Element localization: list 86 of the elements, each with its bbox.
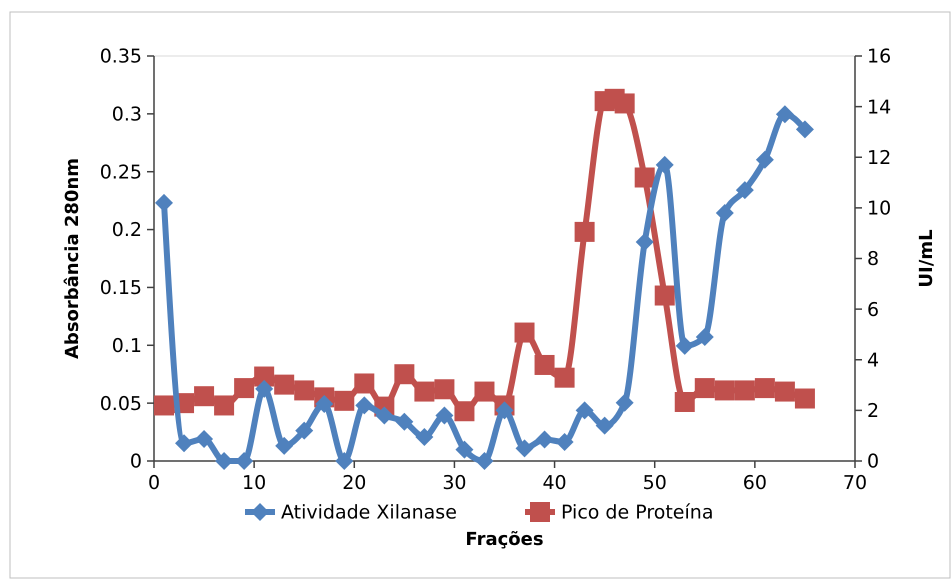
point [794,388,815,409]
point [375,406,394,424]
x-tick-label: 30 [442,472,467,494]
point [634,168,655,188]
y2-tick-label: 8 [867,248,880,270]
y-tick-label: 0 [130,450,142,473]
y2-tick-label: 14 [867,96,892,118]
y-tick-label: 0.2 [112,219,142,242]
point [756,150,774,169]
point [676,336,694,355]
x-tick-label: 70 [842,472,868,494]
y2-tick-label: 2 [867,400,880,422]
point [534,354,555,375]
point [194,386,214,406]
x-tick-label: 20 [342,472,366,494]
point [514,322,535,343]
point [295,422,314,440]
point [516,439,534,458]
legend-label: Atividade Xilanase [281,502,457,524]
point [716,204,734,222]
point [414,382,434,402]
x-axis-title: Frações [465,529,544,550]
point [776,105,794,124]
point [714,380,735,400]
point [574,222,595,242]
point [335,452,354,470]
point [354,373,374,394]
point [656,156,674,174]
point [294,380,314,400]
point [195,430,214,448]
point [736,181,754,200]
y-axis-title: Absorbância 280nm [62,158,83,360]
x-tick-label: 0 [148,472,160,494]
y-tick-label: 0.35 [100,46,142,68]
point [394,364,414,384]
x-tick-label: 60 [742,472,767,494]
point [774,382,795,402]
point [475,452,494,470]
point [614,93,635,114]
point [275,436,294,455]
point [696,328,714,346]
x-tick-label: 40 [542,472,567,494]
point [556,433,574,452]
y-tick-label: 0.15 [100,277,142,300]
point [255,380,274,398]
point [175,434,194,452]
point [754,378,775,398]
point [654,286,675,306]
point [334,390,354,411]
point [315,395,334,414]
point [214,395,234,416]
point [554,368,575,388]
point [616,394,634,412]
point [734,380,755,400]
legend-label: Pico de Proteína [561,502,714,524]
x-tick-label: 50 [642,472,667,494]
point [674,392,695,412]
point [576,401,594,420]
point [234,378,254,398]
y2-tick-label: 10 [867,198,892,220]
point [474,382,494,402]
y-tick-label: 0.05 [100,392,142,415]
y2-tick-label: 0 [867,450,880,473]
y2-tick-label: 4 [867,349,880,372]
point [435,406,454,424]
point [596,416,614,435]
point [355,396,374,414]
y2-axis-title: UI/mL [916,229,937,288]
point [636,233,654,252]
point [395,412,414,431]
point [455,440,474,459]
point [434,379,454,400]
point [796,120,814,138]
point [694,378,715,398]
y2-tick-label: 16 [867,46,892,68]
point [415,428,434,446]
point [274,374,294,395]
y2-tick-label: 12 [867,146,892,169]
y-tick-label: 0.1 [112,334,142,357]
y-tick-label: 0.3 [112,104,142,126]
point [154,395,174,416]
x-tick-label: 10 [242,472,266,494]
point [496,401,514,420]
point [454,401,474,422]
y-tick-label: 0.25 [100,161,142,184]
y2-tick-label: 6 [867,298,880,321]
